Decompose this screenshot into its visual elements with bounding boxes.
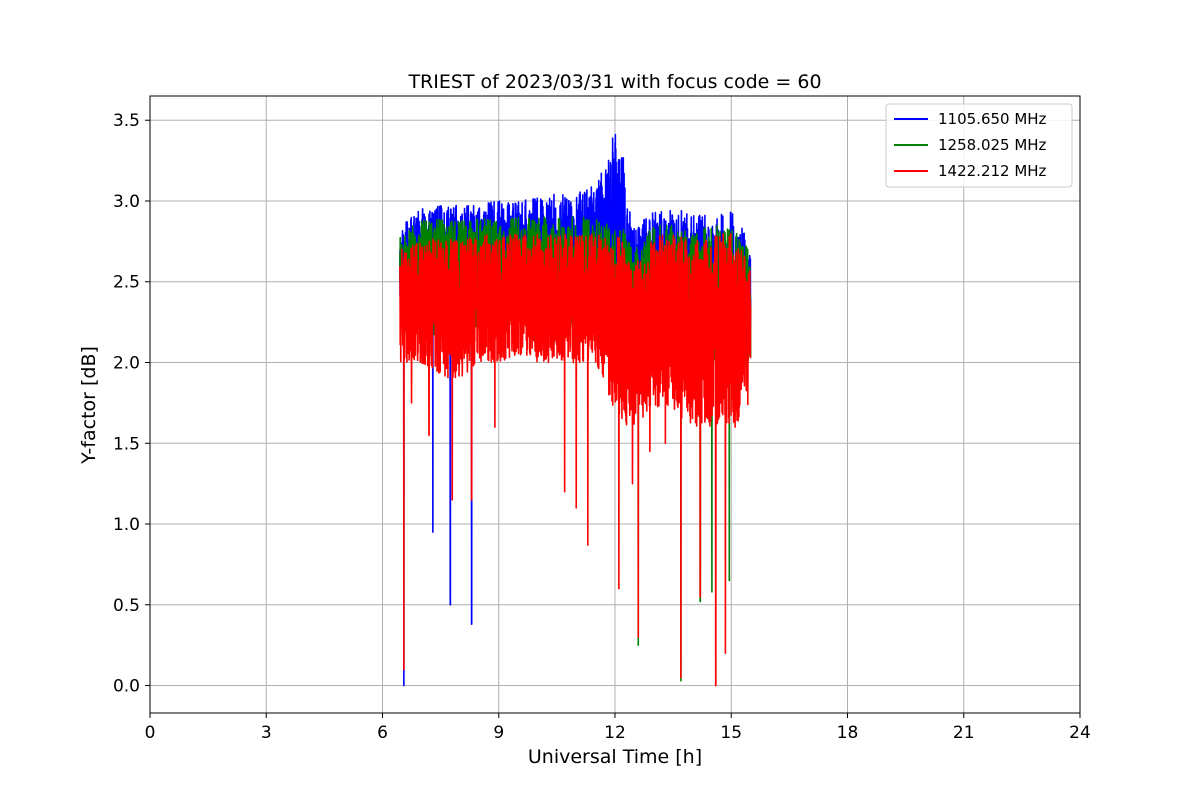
y-tick-label: 2.0 (113, 354, 140, 374)
series-layer (399, 133, 752, 687)
x-tick-label: 0 (145, 723, 156, 743)
legend-box (885, 103, 1073, 188)
x-tick-label: 15 (720, 723, 742, 743)
y-tick-label: 3.5 (113, 111, 140, 131)
series-line-3 (399, 232, 752, 687)
y-axis: 0.0 0.5 1.0 1.5 2.0 2.5 3.0 3.5 (113, 111, 150, 697)
x-axis: 0 3 6 9 12 15 18 21 24 (145, 713, 1091, 743)
x-tick-label: 21 (953, 723, 975, 743)
x-tick-label: 24 (1069, 723, 1091, 743)
x-tick-label: 18 (837, 723, 859, 743)
x-tick-label: 9 (493, 723, 504, 743)
legend: 1105.650 MHz 1258.025 MHz 1422.212 MHz (885, 103, 1073, 188)
y-tick-label: 1.5 (113, 434, 140, 454)
y-axis-label: Y-factor [dB] (78, 346, 100, 465)
legend-label: 1258.025 MHz (938, 136, 1047, 154)
y-tick-label: 1.0 (113, 515, 140, 535)
y-tick-label: 2.5 (113, 273, 140, 293)
legend-label: 1422.212 MHz (938, 162, 1047, 180)
x-axis-label: Universal Time [h] (528, 746, 702, 768)
chart-title: TRIEST of 2023/03/31 with focus code = 6… (407, 71, 821, 93)
x-tick-label: 12 (604, 723, 626, 743)
y-tick-label: 0.5 (113, 596, 140, 616)
x-tick-label: 6 (377, 723, 388, 743)
legend-label: 1105.650 MHz (938, 110, 1047, 128)
y-tick-label: 3.0 (113, 192, 140, 212)
x-tick-label: 3 (261, 723, 272, 743)
y-tick-label: 0.0 (113, 677, 140, 697)
